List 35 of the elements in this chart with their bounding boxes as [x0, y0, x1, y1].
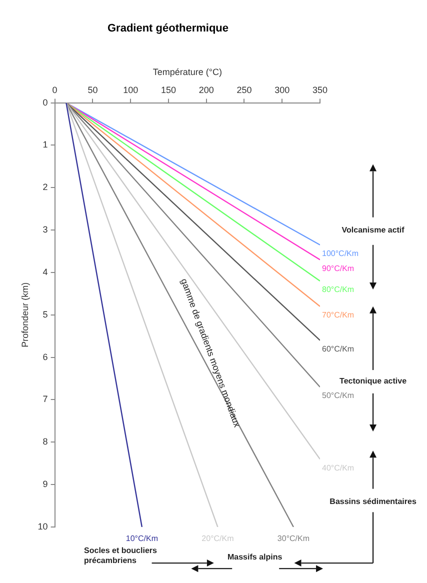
x-tick-label: 0 — [52, 84, 58, 95]
series-label: 80°C/Km — [322, 285, 354, 294]
x-tick-label: 100 — [123, 84, 138, 95]
x-tick-label: 250 — [236, 84, 252, 95]
x-axis-title: Température (°C) — [152, 67, 222, 78]
y-tick-label: 5 — [42, 309, 48, 320]
series-label: 100°C/Km — [322, 249, 359, 258]
chart-title: Gradient géothermique — [107, 22, 229, 35]
y-tick-label: 7 — [42, 394, 48, 404]
series-label: 60°C/Km — [322, 344, 354, 354]
x-tick-label: 50 — [88, 84, 98, 95]
series-label: 30°C/Km — [277, 534, 310, 544]
x-tick-label: 200 — [198, 84, 214, 95]
text: Massifs alpins — [227, 552, 283, 562]
y-tick-label: 4 — [42, 266, 48, 277]
y-tick-label: 10 — [38, 521, 48, 532]
text: Bassins sédimentaires — [330, 496, 417, 506]
y-axis-title: Profondeur (km) — [20, 282, 30, 348]
y-tick-label: 8 — [42, 436, 48, 447]
series-label: 70°C/Km — [322, 310, 354, 320]
y-tick-label: 9 — [42, 479, 48, 490]
series-label: 50°C/Km — [322, 391, 354, 400]
y-tick-label: 1 — [42, 140, 48, 150]
text: Volcanisme actif — [342, 225, 405, 234]
x-tick-label: 150 — [160, 84, 176, 95]
series-label: 90°C/Km — [322, 264, 354, 273]
x-tick-label: 300 — [274, 84, 290, 95]
y-tick-label: 6 — [42, 352, 48, 362]
y-tick-label: 2 — [42, 182, 48, 192]
text: Socles et boucliers précambriens — [84, 546, 158, 566]
series-label: 10°C/Km — [126, 534, 158, 544]
y-tick-label: 3 — [42, 224, 48, 235]
text: Tectonique active — [340, 376, 408, 386]
x-tick-label: 350 — [312, 84, 328, 95]
y-tick-label: 0 — [42, 97, 48, 108]
